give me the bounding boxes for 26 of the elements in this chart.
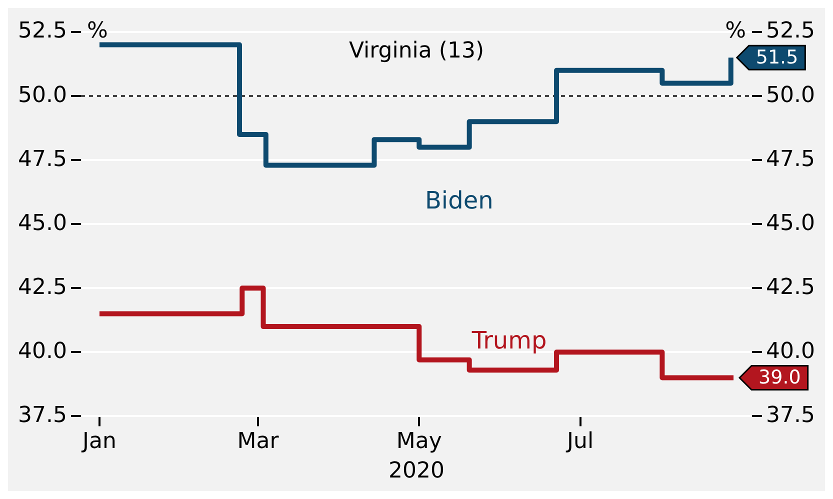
y2-tick-label: 37.5: [766, 402, 815, 428]
y2-tick-label: 45.0: [766, 210, 815, 236]
y2-tick-label: 42.5: [766, 274, 815, 300]
y-tick-label: 40.0: [18, 338, 67, 364]
y-tick-label: 42.5: [18, 274, 67, 300]
chart-title: Virginia (13): [348, 38, 484, 64]
y-tick-label: 52.5: [18, 18, 67, 44]
data-label: 51.5: [756, 46, 798, 69]
x-tick-label: May: [396, 429, 442, 454]
y2-tick-label: 47.5: [766, 146, 815, 172]
x-tick-label: Jul: [565, 429, 594, 454]
y2-tick-label: 40.0: [766, 338, 815, 364]
y-tick-label: 50.0: [18, 82, 67, 108]
y2-axis-title: %: [725, 18, 746, 44]
data-label: 39.0: [758, 366, 801, 389]
series-label: Trump: [470, 326, 547, 354]
y-tick-label: 37.5: [18, 402, 67, 428]
series-label: Biden: [424, 186, 494, 214]
y2-tick-label: 50.0: [766, 82, 815, 108]
x-tick-label: Mar: [237, 429, 280, 454]
y-tick-label: 47.5: [18, 146, 67, 172]
y-tick-label: 45.0: [18, 210, 67, 236]
x-axis-title: 2020: [388, 458, 444, 484]
y-axis-title: %: [86, 18, 108, 44]
y2-tick-label: 52.5: [766, 18, 815, 44]
x-tick-label: Jan: [80, 429, 116, 454]
